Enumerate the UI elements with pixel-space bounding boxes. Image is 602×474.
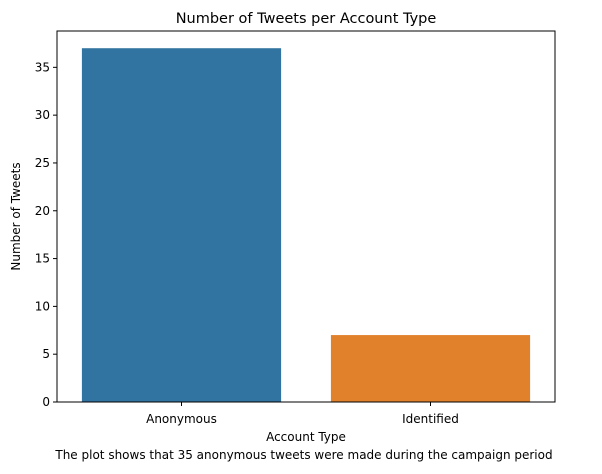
- y-tick-label: 0: [42, 395, 50, 409]
- bar-anonymous: [81, 48, 282, 403]
- y-tick-label: 25: [35, 156, 50, 170]
- x-tick-label: Anonymous: [146, 412, 217, 426]
- y-tick-label: 35: [35, 60, 50, 74]
- bar-identified: [330, 335, 531, 402]
- y-tick-label: 5: [42, 347, 50, 361]
- y-tick-label: 30: [35, 108, 50, 122]
- x-tick-label: Identified: [402, 412, 459, 426]
- chart-caption: The plot shows that 35 anonymous tweets …: [54, 448, 552, 462]
- y-tick-label: 15: [35, 252, 50, 266]
- bars-group: [81, 48, 531, 403]
- plot-frame: [56, 30, 556, 403]
- y-axis-label: Number of Tweets: [9, 162, 23, 270]
- y-tick-label: 10: [35, 299, 50, 313]
- x-axis-label: Account Type: [266, 430, 346, 444]
- x-axis-ticks: Anonymous Identified: [146, 402, 459, 426]
- chart-title: Number of Tweets per Account Type: [176, 11, 437, 27]
- y-axis-ticks: 0 5 10 15 20 25 30 35: [35, 60, 57, 409]
- y-tick-label: 20: [35, 204, 50, 218]
